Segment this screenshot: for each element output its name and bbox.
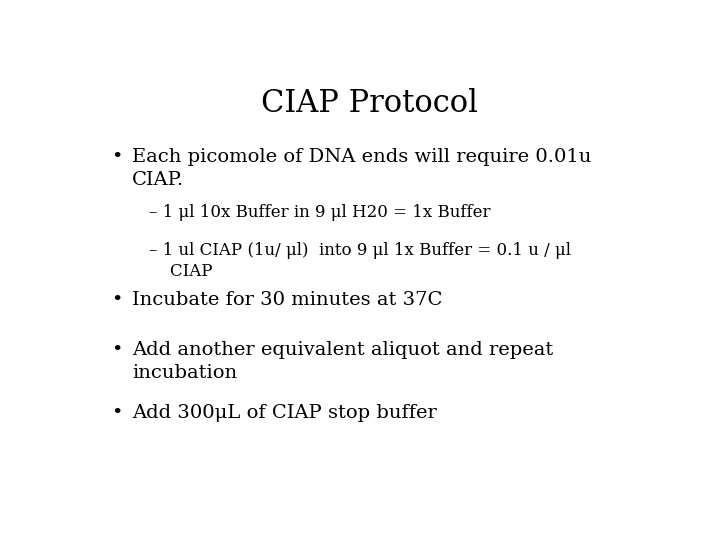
Text: – 1 μl 10x Buffer in 9 μl H20 = 1x Buffer: – 1 μl 10x Buffer in 9 μl H20 = 1x Buffe… <box>148 204 490 221</box>
Text: – 1 ul CIAP (1u/ μl)  into 9 μl 1x Buffer = 0.1 u / μl
    CIAP: – 1 ul CIAP (1u/ μl) into 9 μl 1x Buffer… <box>148 241 570 280</box>
Text: Each picomole of DNA ends will require 0.01u
CIAP.: Each picomole of DNA ends will require 0… <box>132 148 591 189</box>
Text: •: • <box>111 292 122 309</box>
Text: •: • <box>111 341 122 359</box>
Text: Add another equivalent aliquot and repeat
incubation: Add another equivalent aliquot and repea… <box>132 341 553 382</box>
Text: •: • <box>111 404 122 422</box>
Text: CIAP Protocol: CIAP Protocol <box>261 87 477 119</box>
Text: Incubate for 30 minutes at 37C: Incubate for 30 minutes at 37C <box>132 292 442 309</box>
Text: •: • <box>111 148 122 166</box>
Text: Add 300μL of CIAP stop buffer: Add 300μL of CIAP stop buffer <box>132 404 436 422</box>
